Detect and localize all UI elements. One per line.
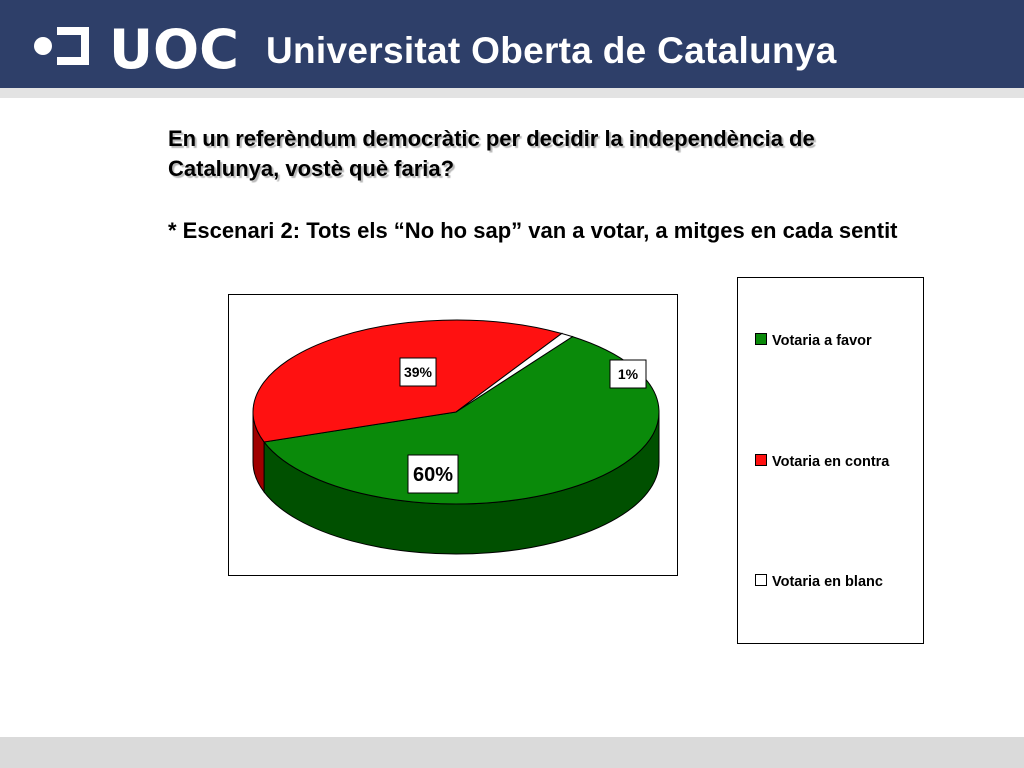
header-divider bbox=[0, 88, 1024, 98]
data-label-box-blanc bbox=[609, 359, 647, 389]
legend-label-favor: Votaria a favor bbox=[772, 333, 872, 349]
legend-item-blanc: Votaria en blanc bbox=[755, 574, 883, 590]
pie-slice-blanc bbox=[455, 332, 574, 413]
legend-item-favor: Votaria a favor bbox=[755, 333, 872, 349]
pie-chart: 60% 39% 1% bbox=[252, 319, 660, 555]
question-text: En un referèndum democràtic per decidir … bbox=[168, 126, 815, 181]
data-label-contra: 39% bbox=[404, 364, 433, 380]
logo-bracket bbox=[57, 27, 89, 65]
logo-text: UOC bbox=[109, 18, 239, 72]
uoc-logo: UOC bbox=[34, 18, 239, 72]
logo-dot bbox=[34, 37, 52, 55]
legend-swatch-contra bbox=[755, 454, 767, 466]
header-bar: UOC Universitat Oberta de Catalunya bbox=[0, 0, 1024, 88]
data-label-favor: 60% bbox=[413, 464, 453, 486]
legend-label-blanc: Votaria en blanc bbox=[772, 574, 883, 590]
legend-label-contra: Votaria en contra bbox=[772, 454, 890, 470]
data-label-blanc: 1% bbox=[618, 366, 639, 382]
footer-bar bbox=[0, 737, 1024, 768]
brand-name: Universitat Oberta de Catalunya bbox=[266, 30, 837, 71]
legend-item-contra: Votaria en contra bbox=[755, 454, 889, 470]
scenario-text: * Escenari 2: Tots els “No ho sap” van a… bbox=[168, 218, 898, 243]
legend-swatch-blanc bbox=[755, 574, 767, 586]
legend-swatch-favor bbox=[755, 333, 767, 345]
chart-legend: Votaria a favor Votaria en contra Votari… bbox=[737, 277, 924, 644]
data-label-box-favor bbox=[407, 454, 459, 494]
data-label-box-contra bbox=[399, 357, 437, 387]
